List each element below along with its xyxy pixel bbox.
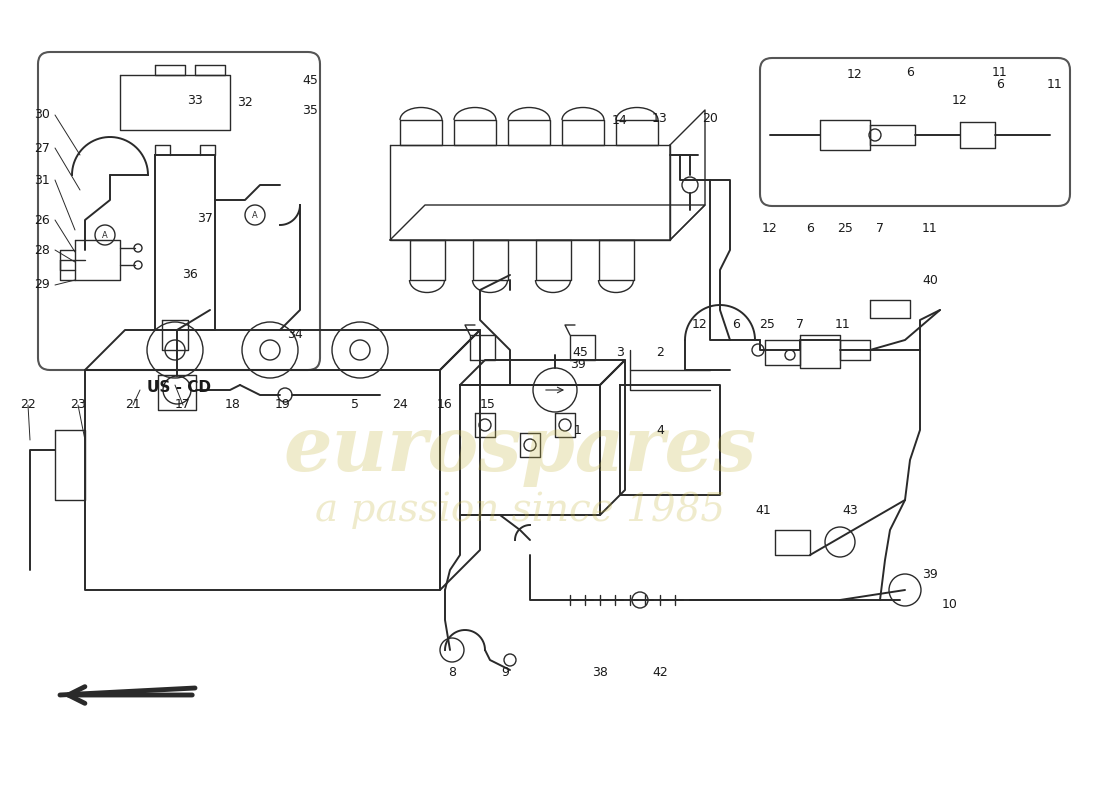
Text: 13: 13 [652,111,668,125]
Text: 1: 1 [574,423,582,437]
Text: 14: 14 [612,114,628,126]
Text: 45: 45 [572,346,587,359]
Text: 41: 41 [755,503,771,517]
Text: 6: 6 [906,66,914,78]
Text: 31: 31 [34,174,50,186]
Text: 11: 11 [835,318,851,331]
Text: 25: 25 [759,318,774,331]
Text: 28: 28 [34,243,50,257]
Text: 22: 22 [20,398,36,411]
Text: A: A [252,210,257,219]
Text: 35: 35 [302,103,318,117]
Text: 12: 12 [847,69,862,82]
Text: 33: 33 [187,94,202,106]
Text: 6: 6 [733,318,740,331]
Text: 5: 5 [351,398,359,411]
Text: 6: 6 [997,78,1004,91]
Text: US - CD: US - CD [147,381,211,395]
Text: 8: 8 [448,666,456,678]
Text: 18: 18 [226,398,241,411]
Text: 20: 20 [702,111,718,125]
Text: 11: 11 [1047,78,1063,91]
Text: 2: 2 [656,346,664,359]
Text: 11: 11 [992,66,1008,78]
Text: a passion since 1985: a passion since 1985 [315,491,725,529]
Text: 25: 25 [837,222,852,234]
Text: 40: 40 [922,274,938,286]
Text: 36: 36 [183,269,198,282]
Text: 9: 9 [502,666,509,678]
Text: 15: 15 [480,398,496,411]
Text: 3: 3 [616,346,624,359]
Text: 17: 17 [175,398,191,411]
Text: 29: 29 [34,278,50,291]
Text: 21: 21 [125,398,141,411]
Text: 39: 39 [922,569,938,582]
Text: 10: 10 [942,598,958,611]
Text: 7: 7 [796,318,804,331]
Text: 30: 30 [34,109,50,122]
Text: 27: 27 [34,142,50,154]
Text: 45: 45 [302,74,318,86]
Text: 23: 23 [70,398,86,411]
Text: 7: 7 [876,222,884,234]
Text: 11: 11 [922,222,938,234]
Text: A: A [102,230,108,239]
Text: 26: 26 [34,214,50,226]
Text: 34: 34 [287,329,303,342]
Text: 12: 12 [953,94,968,106]
Text: 12: 12 [692,318,708,331]
Text: 38: 38 [592,666,608,678]
Text: 16: 16 [437,398,453,411]
Text: 12: 12 [762,222,778,234]
Text: 42: 42 [652,666,668,678]
Text: 6: 6 [806,222,814,234]
Text: 32: 32 [238,95,253,109]
Text: eurospares: eurospares [284,413,757,487]
Text: 24: 24 [392,398,408,411]
Text: 37: 37 [197,211,213,225]
Text: 39: 39 [570,358,586,371]
Text: 4: 4 [656,423,664,437]
Text: 19: 19 [275,398,290,411]
Text: 43: 43 [843,503,858,517]
